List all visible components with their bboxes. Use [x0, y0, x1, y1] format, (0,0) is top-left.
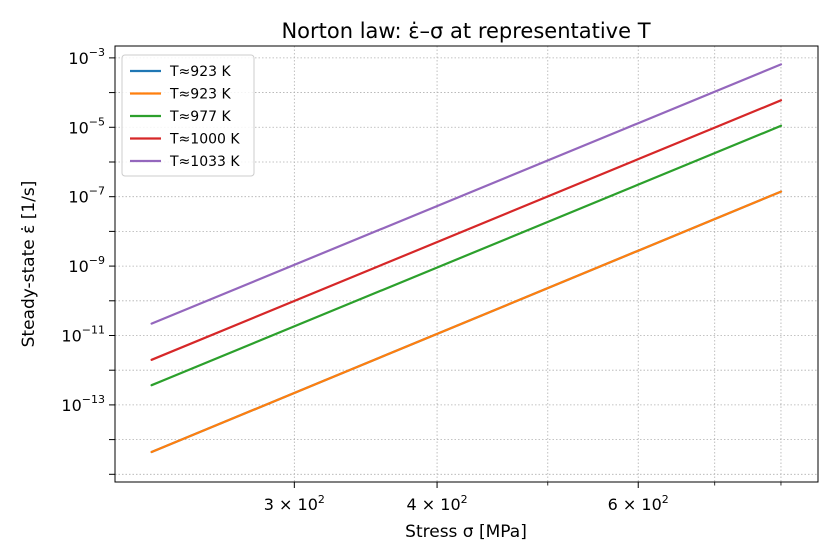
y-tick-label: 10−11	[61, 323, 105, 345]
legend-box	[121, 54, 255, 177]
series-line-3	[150, 124, 783, 387]
x-tick-label: 6 × 102	[608, 493, 669, 514]
x-tick-label: 4 × 102	[407, 493, 468, 514]
x-axis-label: Stress σ [MPa]	[405, 522, 527, 542]
series-line-5	[150, 63, 783, 325]
series-lines	[150, 63, 783, 454]
y-tick-label: 10−3	[68, 46, 105, 68]
legend-label-5: T≈1033 K	[169, 154, 240, 170]
y-tick-label: 10−13	[61, 393, 105, 415]
series-line-4	[150, 99, 783, 361]
y-axis-label: Steady-state ε̇ [1/s]	[19, 181, 39, 348]
y-tick-label: 10−7	[68, 185, 105, 207]
legend-label-2: T≈923 K	[169, 87, 231, 103]
y-tick-label: 10−9	[68, 254, 105, 276]
tick-labels: 3 × 102 4 × 102 6 × 102 10−3 10−5 10−7 10−9 10−…	[61, 46, 668, 514]
series-line-2	[150, 190, 783, 454]
legend-label-3: T≈977 K	[169, 109, 231, 125]
legend: T≈923 K T≈923 K T≈977 K T≈1000 K T≈1033 K	[121, 54, 255, 177]
grid	[115, 46, 818, 482]
ticks	[109, 57, 782, 488]
legend-label-4: T≈1000 K	[169, 132, 240, 148]
legend-label-1: T≈923 K	[169, 64, 231, 80]
y-tick-label: 10−5	[68, 115, 105, 137]
chart-title: Norton law: ε̇–σ at representative T	[281, 19, 650, 43]
plot-frame	[114, 45, 819, 483]
x-tick-label: 3 × 102	[264, 493, 325, 514]
